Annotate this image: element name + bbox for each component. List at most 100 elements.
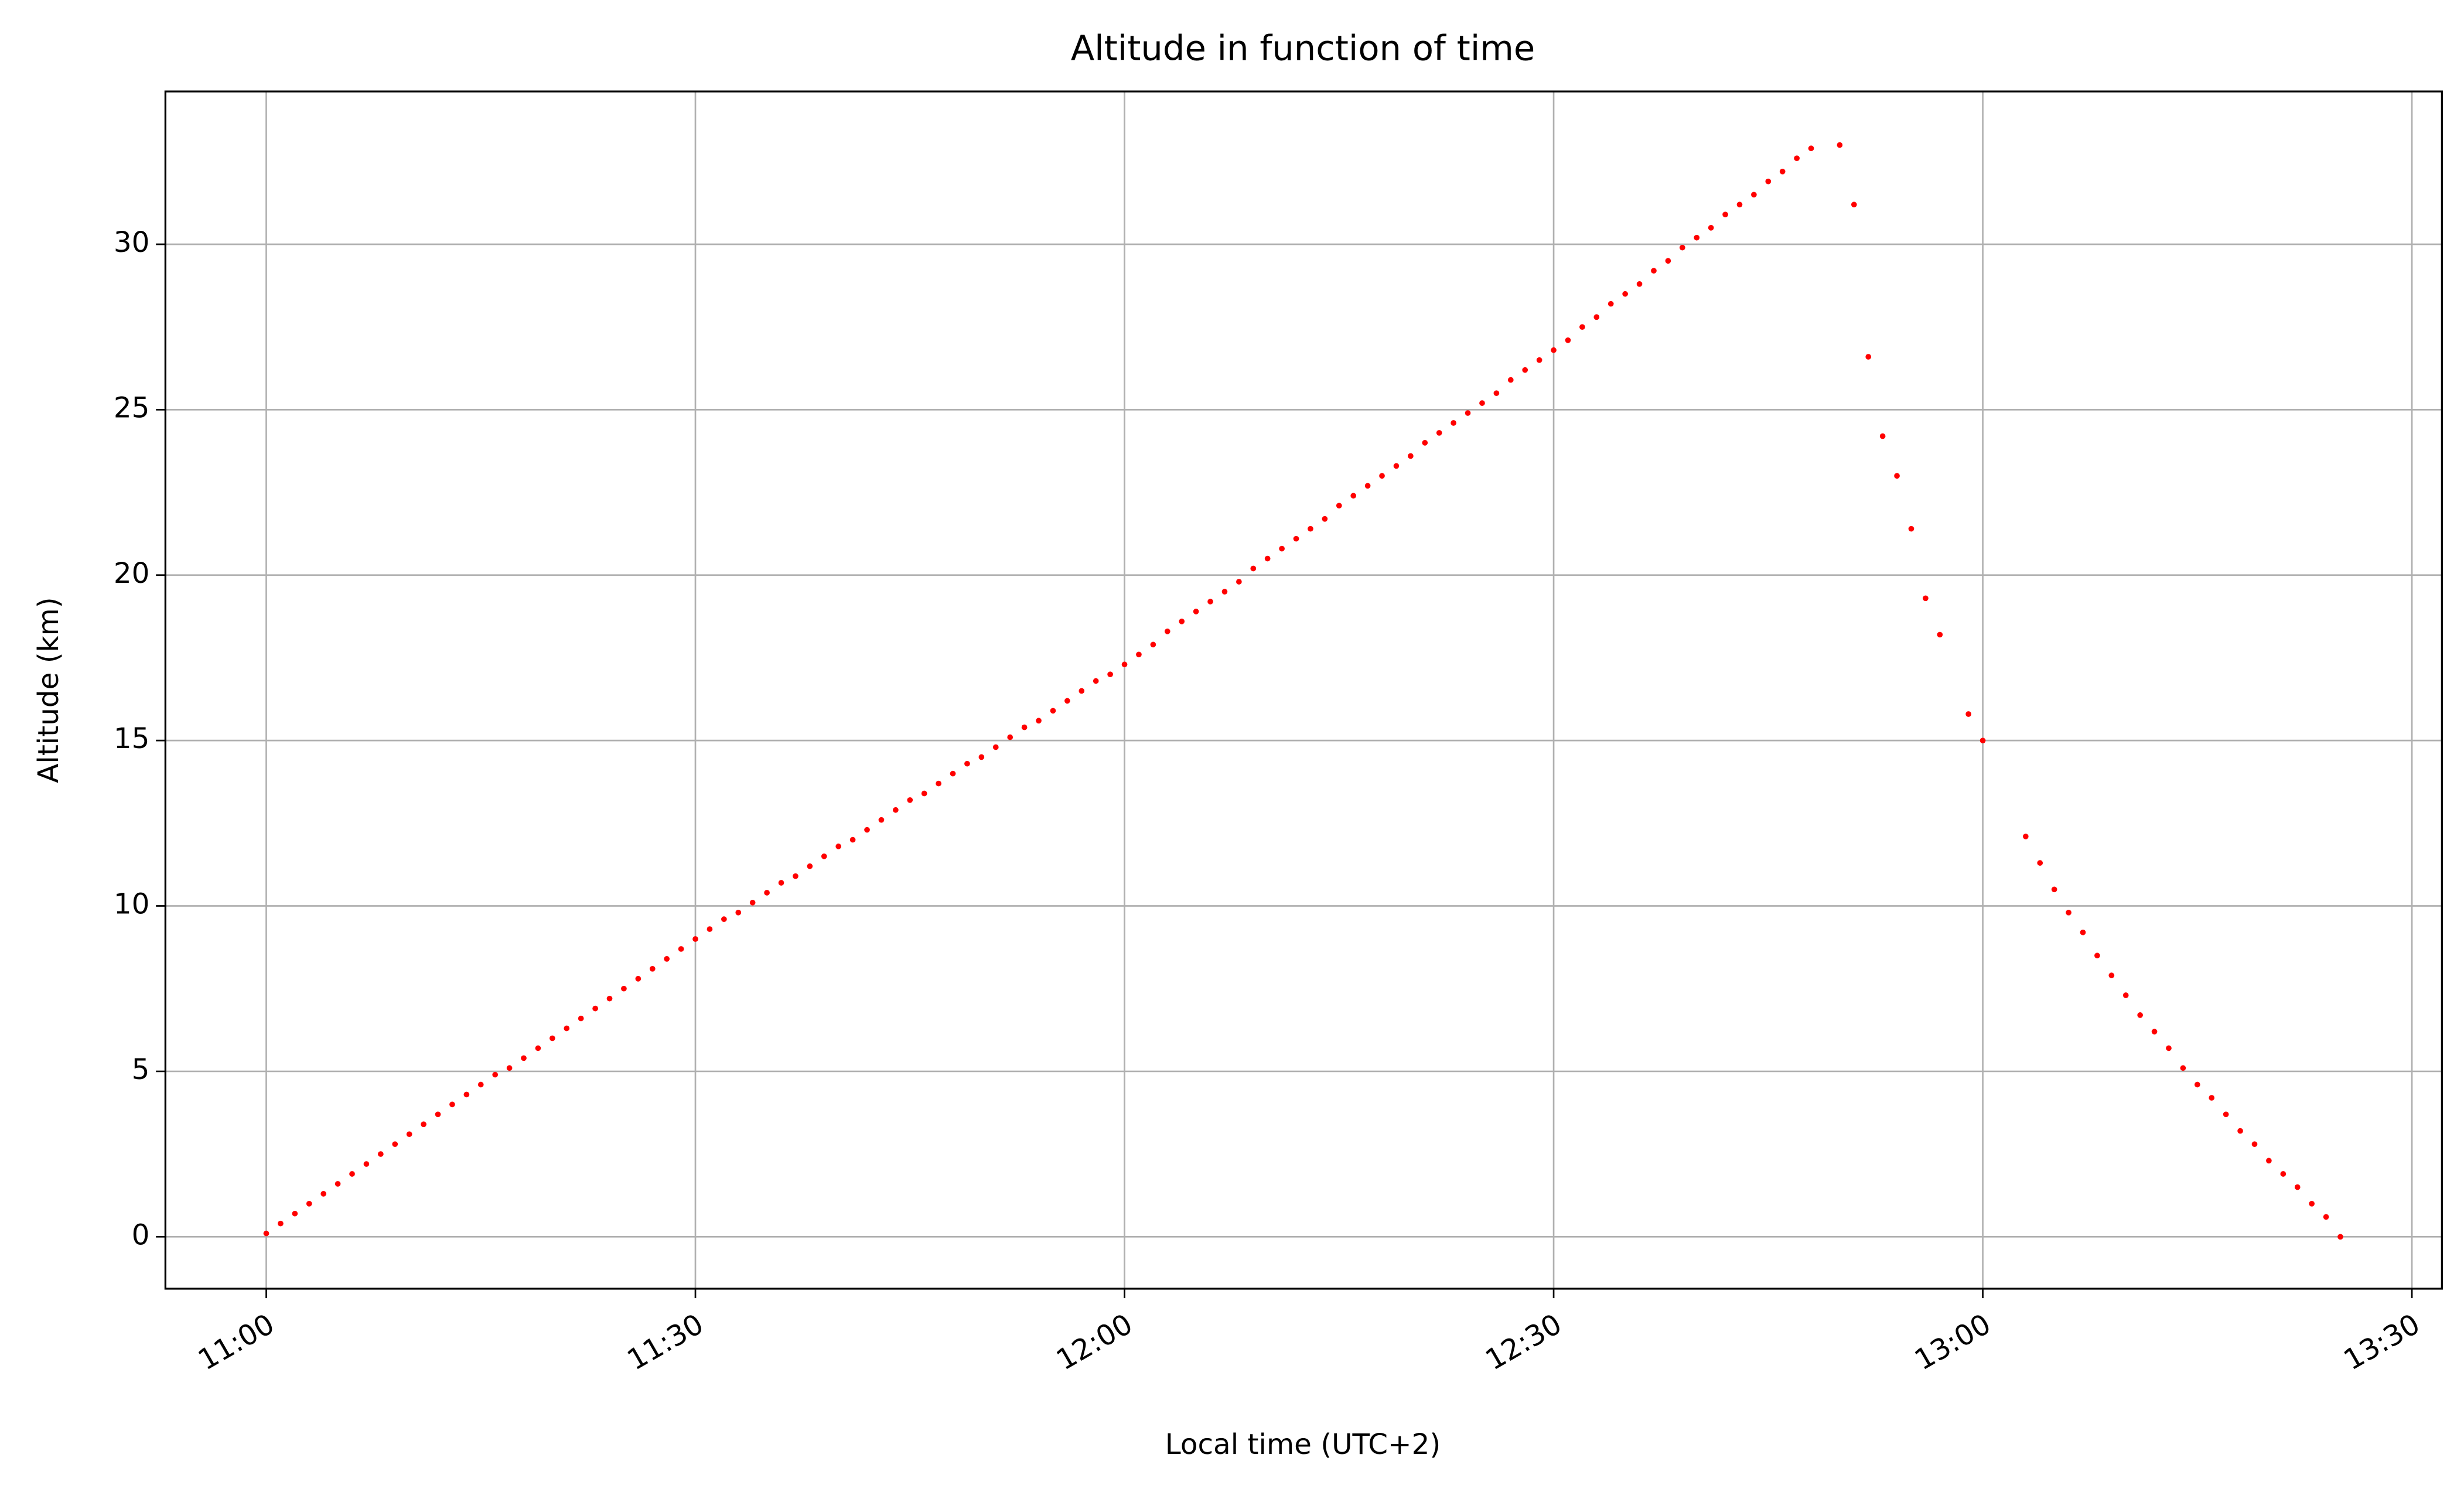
data-point [793, 873, 798, 879]
plot-frame [164, 90, 2443, 1290]
data-point [1980, 738, 1986, 743]
data-point [1837, 142, 1843, 148]
data-point [893, 807, 899, 813]
data-point [1722, 211, 1728, 218]
data-point [463, 1091, 470, 1098]
data-point [1193, 609, 1199, 614]
y-tick-label: 30 [114, 226, 150, 259]
data-point [378, 1151, 384, 1157]
data-point [649, 965, 656, 972]
data-point [1322, 515, 1328, 522]
data-point [392, 1141, 398, 1147]
data-point [1622, 291, 1628, 297]
data-point [1908, 525, 1914, 532]
data-point [1036, 718, 1042, 724]
data-point [592, 1005, 598, 1012]
data-point [1851, 202, 1857, 208]
data-point [1765, 178, 1772, 185]
y-tick-label: 0 [132, 1218, 150, 1251]
data-point [2266, 1158, 2272, 1164]
data-point [1021, 724, 1028, 730]
data-point [1379, 473, 1385, 479]
data-point [550, 1035, 555, 1042]
data-point [1408, 453, 1414, 459]
data-point [1007, 734, 1013, 740]
data-point [1636, 281, 1643, 287]
data-point [1965, 711, 1971, 717]
data-point [2080, 929, 2086, 936]
data-point [1507, 377, 1514, 383]
data-point [1465, 410, 1471, 416]
data-point [1136, 651, 1142, 658]
data-point [2180, 1065, 2186, 1071]
data-point [278, 1220, 284, 1227]
data-point [1493, 390, 1500, 397]
data-point [1064, 698, 1070, 704]
data-point [2280, 1171, 2286, 1177]
data-point [1479, 400, 1485, 406]
data-point [992, 744, 999, 750]
data-point [621, 985, 627, 992]
data-point [1336, 503, 1342, 509]
data-point [1250, 565, 1257, 572]
data-point [349, 1171, 355, 1177]
data-point [1593, 314, 1600, 320]
data-point [1522, 367, 1528, 373]
data-point [1236, 579, 1242, 585]
data-point [2309, 1200, 2315, 1207]
data-point [849, 837, 856, 843]
data-point [306, 1200, 312, 1207]
data-point [535, 1045, 541, 1051]
data-point [1393, 463, 1400, 469]
data-point [864, 827, 870, 833]
data-point [1150, 641, 1156, 648]
data-point [2323, 1214, 2329, 1220]
data-point [406, 1131, 412, 1138]
data-point [1436, 430, 1442, 436]
data-point [477, 1081, 484, 1088]
data-point [1708, 224, 1714, 231]
data-point [1665, 258, 1671, 264]
data-point [564, 1025, 570, 1032]
data-point [2037, 860, 2043, 866]
y-tick-label: 15 [114, 722, 150, 755]
data-point [2166, 1045, 2172, 1051]
data-point [2151, 1029, 2158, 1035]
data-point [2251, 1141, 2258, 1147]
y-axis-label: Altitude (km) [32, 597, 65, 783]
data-point [807, 863, 813, 869]
data-point [2066, 909, 2071, 916]
y-tick-label: 25 [114, 391, 150, 424]
data-point [707, 926, 713, 932]
data-point [2122, 992, 2129, 998]
data-point [692, 936, 698, 942]
data-point [1794, 155, 1800, 162]
data-point [1865, 354, 1872, 360]
data-point [1565, 337, 1571, 343]
data-point [1207, 599, 1213, 605]
data-point [635, 975, 641, 982]
data-point [421, 1121, 426, 1128]
data-point [1779, 168, 1786, 175]
data-point [835, 844, 842, 849]
data-point [335, 1181, 341, 1187]
data-point [1350, 493, 1357, 499]
data-point [978, 754, 985, 760]
data-point [263, 1230, 269, 1237]
data-point [1923, 595, 1929, 602]
data-point [2094, 952, 2100, 959]
data-point [2223, 1111, 2229, 1118]
data-point [749, 900, 756, 906]
data-point [1736, 202, 1743, 208]
data-point [1879, 433, 1886, 439]
data-point [506, 1065, 513, 1071]
data-point [1422, 440, 1428, 446]
data-point [2294, 1184, 2301, 1190]
data-point [1221, 589, 1228, 595]
data-point [1694, 234, 1700, 241]
data-point [1551, 347, 1557, 353]
data-point [1579, 324, 1585, 330]
data-point [821, 853, 827, 859]
